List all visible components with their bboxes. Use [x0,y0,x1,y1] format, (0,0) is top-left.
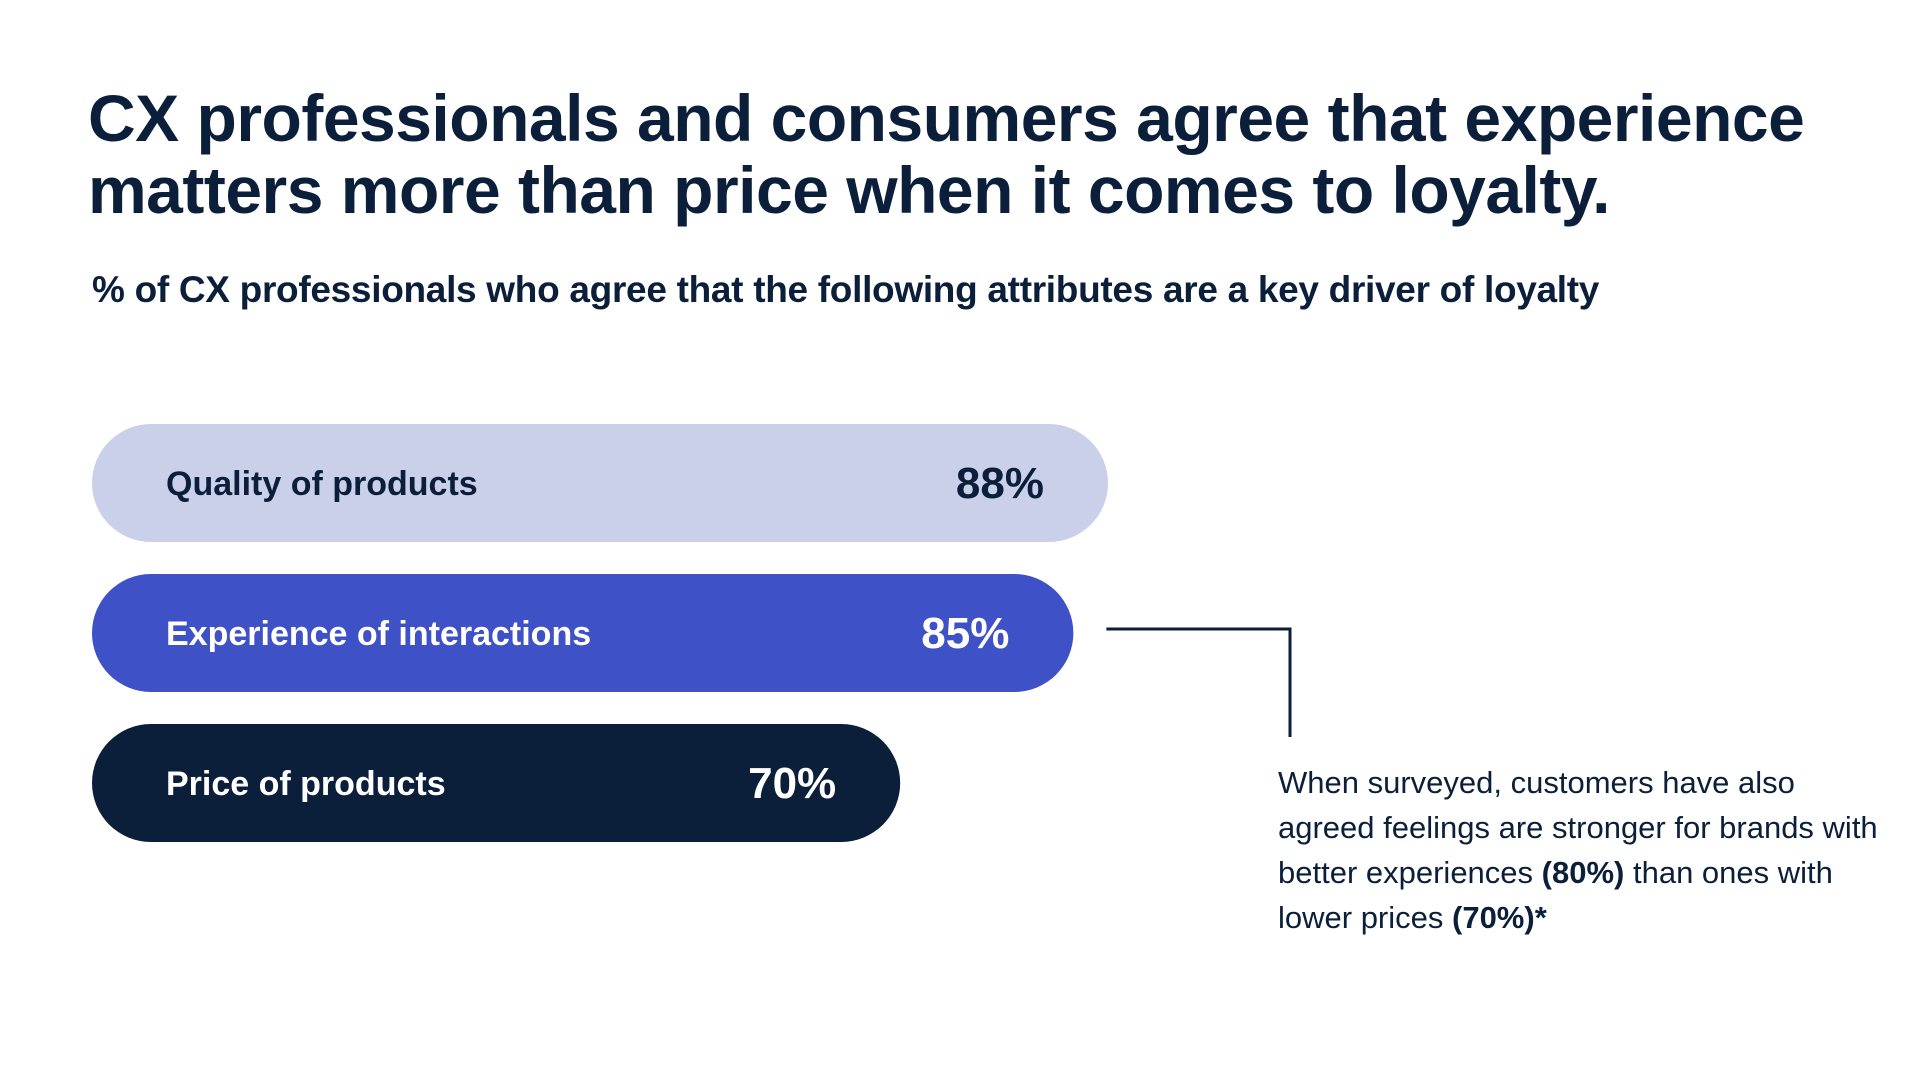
callout-stat-prices: (70%)* [1452,900,1547,935]
callout-text-2: than ones with lower prices [1278,855,1833,935]
callout-note: When surveyed, customers have also agree… [1278,760,1878,940]
value-label-quality-of-products: 88% [956,459,1044,508]
chart-subtitle: % of CX professionals who agree that the… [92,269,1600,310]
callout-stat-experiences: (80%) [1541,855,1625,890]
value-label-price-of-products: 70% [748,759,836,808]
category-label-quality-of-products: Quality of products [166,465,478,503]
callout-text-1: When surveyed, customers have also agree… [1278,765,1878,890]
callout-connector-line [1106,627,1292,737]
bar-quality-of-products [92,424,1108,542]
chart-title: CX professionals and consumers agree tha… [88,81,1805,227]
value-label-experience-of-interactions: 85% [921,609,1009,658]
category-label-experience-of-interactions: Experience of interactions [166,615,591,653]
bar-experience-of-interactions [92,574,1074,692]
bar-price-of-products [92,724,901,842]
category-label-price-of-products: Price of products [166,765,446,803]
